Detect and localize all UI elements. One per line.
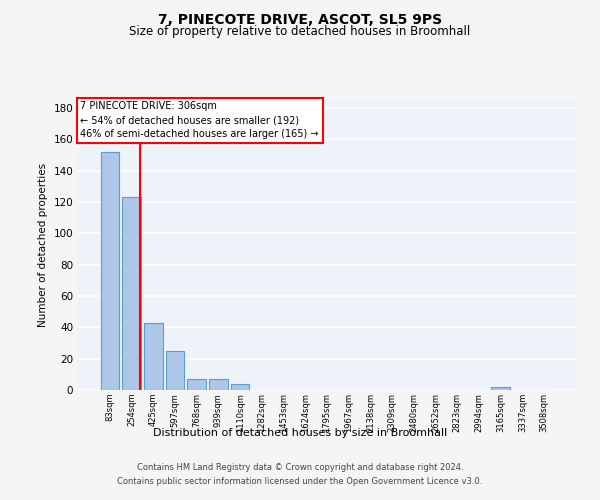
- Text: 7, PINECOTE DRIVE, ASCOT, SL5 9PS: 7, PINECOTE DRIVE, ASCOT, SL5 9PS: [158, 12, 442, 26]
- Bar: [491, 387, 510, 390]
- Bar: [122, 197, 141, 390]
- Bar: [144, 322, 163, 390]
- Text: Size of property relative to detached houses in Broomhall: Size of property relative to detached ho…: [130, 25, 470, 38]
- Bar: [231, 384, 250, 390]
- Text: Contains public sector information licensed under the Open Government Licence v3: Contains public sector information licen…: [118, 477, 482, 486]
- Bar: [187, 379, 206, 390]
- Y-axis label: Number of detached properties: Number of detached properties: [38, 163, 48, 327]
- Text: 7 PINECOTE DRIVE: 306sqm
← 54% of detached houses are smaller (192)
46% of semi-: 7 PINECOTE DRIVE: 306sqm ← 54% of detach…: [80, 102, 319, 140]
- Bar: [101, 152, 119, 390]
- Text: Contains HM Land Registry data © Crown copyright and database right 2024.: Contains HM Land Registry data © Crown c…: [137, 464, 463, 472]
- Text: Distribution of detached houses by size in Broomhall: Distribution of detached houses by size …: [153, 428, 447, 438]
- Bar: [209, 379, 227, 390]
- Bar: [166, 351, 184, 390]
